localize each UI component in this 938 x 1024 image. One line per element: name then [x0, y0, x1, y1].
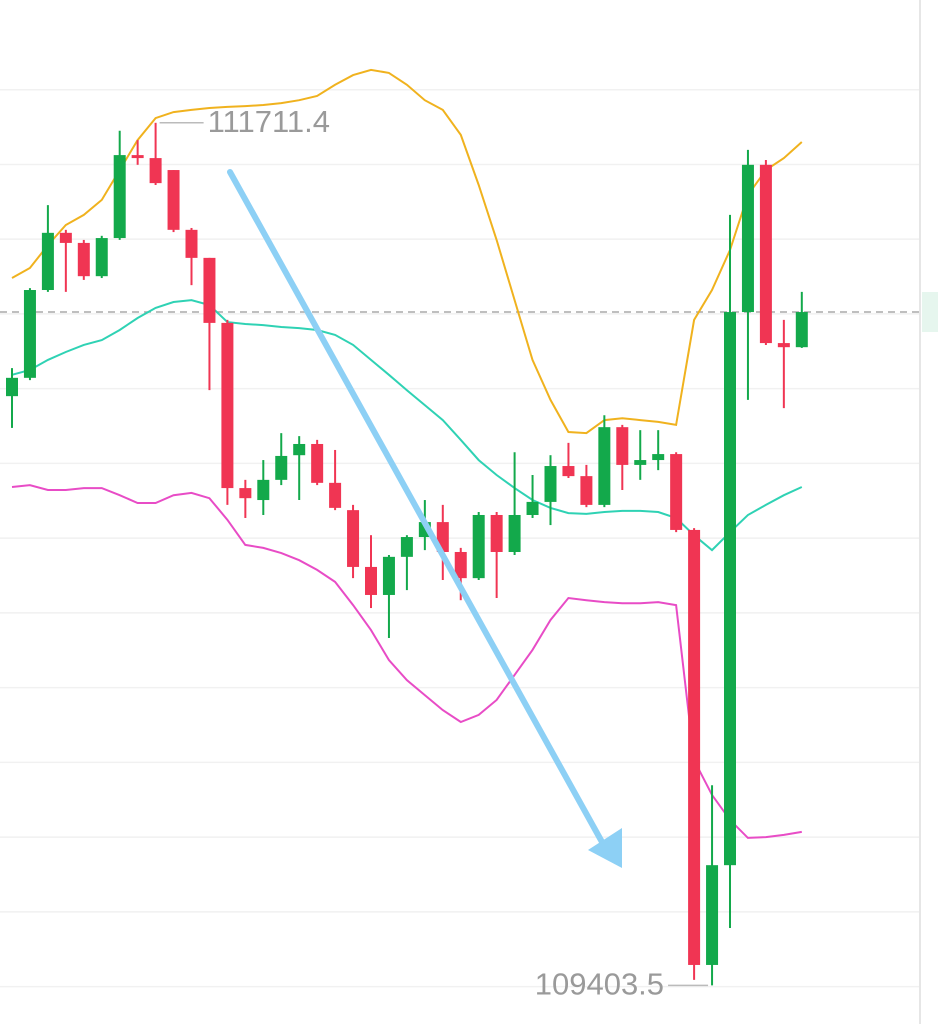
candle-body [490, 514, 503, 552]
candle-body [706, 865, 719, 965]
candle-body [741, 164, 754, 313]
candle-body [562, 466, 575, 477]
band-line [11, 484, 802, 839]
candle-body [508, 514, 521, 552]
candle-body [454, 551, 467, 579]
candle-body [472, 514, 485, 579]
candle-body [95, 238, 108, 277]
price-tag [922, 292, 938, 332]
candle-body [203, 257, 216, 323]
candle-body [293, 443, 306, 456]
candle-body [616, 427, 629, 465]
candle-body [598, 427, 611, 505]
candle-body [544, 466, 557, 502]
candle-body [257, 479, 270, 501]
candle-body [221, 322, 234, 489]
candle-body [59, 232, 72, 243]
arrow-shaft [227, 169, 605, 845]
candle-body [724, 312, 736, 866]
candle-body [365, 566, 377, 595]
candle-body [652, 454, 665, 461]
candle-body [239, 488, 252, 499]
candle-body [670, 454, 683, 530]
arrow-head [588, 828, 622, 868]
grid [0, 88, 938, 988]
candle-body [382, 556, 395, 595]
band-line [11, 68, 803, 435]
bands [11, 68, 803, 839]
candle-body [400, 537, 413, 557]
candle-body [580, 476, 593, 505]
candle-body [311, 443, 324, 483]
candle-body [113, 155, 126, 239]
candle-body [329, 482, 342, 508]
candle-body [526, 501, 539, 515]
candle-body [167, 170, 180, 230]
candles [6, 122, 808, 986]
annotations: 111711.4 109403.5 [159, 104, 709, 1002]
candle-body [777, 343, 790, 348]
candle-body [23, 290, 36, 378]
trend-arrow [227, 169, 622, 868]
low-label: 109403.5 [535, 967, 664, 1002]
candle-body [149, 158, 162, 184]
candle-body [131, 155, 144, 159]
candle-body [275, 455, 288, 480]
candle-body [41, 232, 54, 291]
candle-body [347, 510, 360, 567]
candle-body [688, 529, 701, 965]
candle-body [634, 460, 647, 465]
candle-body [759, 164, 772, 344]
candle-body [6, 377, 18, 397]
band-line [11, 299, 803, 552]
high-label: 111711.4 [208, 104, 330, 139]
candle-body [795, 312, 808, 348]
candle-body [77, 242, 90, 277]
candle-body [185, 229, 198, 258]
